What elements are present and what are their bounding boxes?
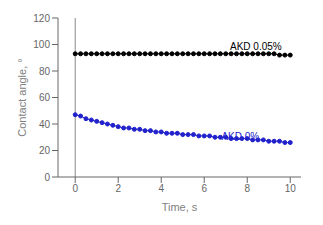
svg-text:Contact angle, °: Contact angle, °	[16, 58, 28, 136]
svg-text:80: 80	[39, 66, 51, 77]
svg-text:100: 100	[33, 39, 50, 50]
svg-text:20: 20	[39, 145, 51, 156]
svg-text:0: 0	[72, 183, 78, 194]
svg-text:40: 40	[39, 119, 51, 130]
svg-text:6: 6	[201, 183, 207, 194]
svg-text:AKD 0%: AKD 0%	[221, 131, 259, 142]
svg-text:4: 4	[158, 183, 164, 194]
svg-text:AKD 0.05%: AKD 0.05%	[230, 41, 282, 52]
svg-text:0: 0	[44, 172, 50, 183]
svg-text:60: 60	[39, 92, 51, 103]
svg-text:2: 2	[115, 183, 121, 194]
svg-text:8: 8	[244, 183, 250, 194]
svg-text:10: 10	[285, 183, 297, 194]
svg-text:Time, s: Time, s	[162, 201, 198, 213]
svg-text:120: 120	[33, 13, 50, 24]
